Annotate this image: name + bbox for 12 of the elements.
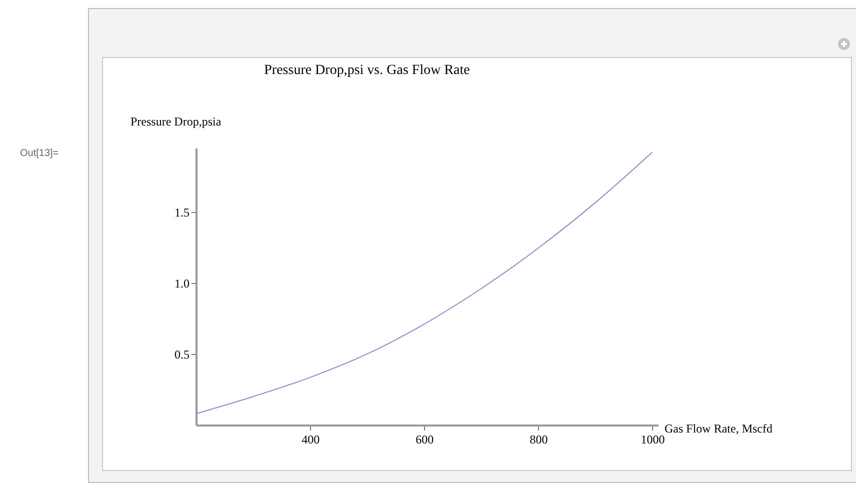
- y-tick-label: 1.0: [174, 276, 190, 290]
- line-series: [196, 152, 653, 414]
- text: Out[13]=: [20, 148, 59, 159]
- y-tick-label: 1.5: [174, 205, 190, 220]
- x-tick-label: 400: [302, 432, 320, 446]
- chart-title: Pressure Drop,psi vs. Gas Flow Rate: [264, 63, 470, 78]
- x-axis-title: Gas Flow Rate, Mscfd: [664, 422, 772, 436]
- y-axis-title: Pressure Drop,psia: [130, 114, 222, 128]
- y-tick-label: 0.5: [174, 347, 190, 362]
- x-tick-label: 1000: [640, 432, 665, 446]
- x-tick-label: 800: [530, 432, 548, 446]
- x-tick-label: 600: [416, 432, 434, 446]
